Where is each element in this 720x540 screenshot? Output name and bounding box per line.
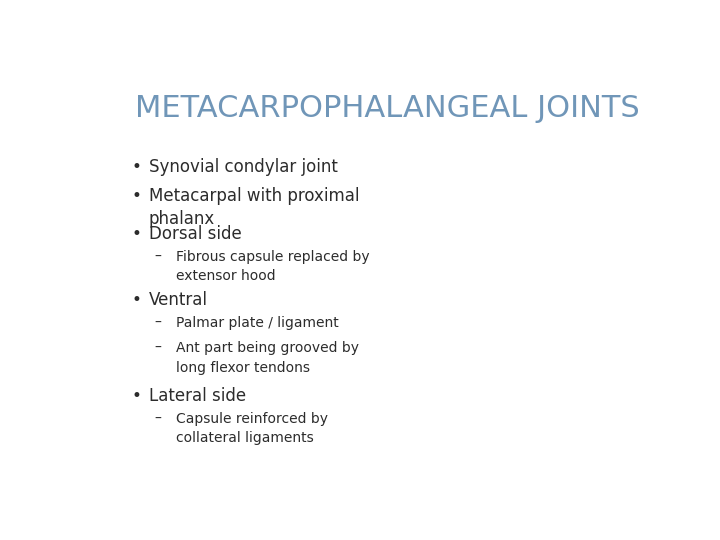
Text: •: • (132, 292, 142, 309)
Text: •: • (132, 387, 142, 405)
Text: –: – (154, 412, 161, 426)
Text: Fibrous capsule replaced by: Fibrous capsule replaced by (176, 250, 370, 264)
Text: Ventral: Ventral (148, 292, 207, 309)
Text: Capsule reinforced by: Capsule reinforced by (176, 412, 328, 426)
Text: •: • (132, 225, 142, 243)
Text: –: – (154, 316, 161, 330)
Text: –: – (154, 341, 161, 355)
Text: Dorsal side: Dorsal side (148, 225, 241, 243)
Text: Lateral side: Lateral side (148, 387, 246, 405)
Text: Ant part being grooved by: Ant part being grooved by (176, 341, 359, 355)
Text: •: • (132, 158, 142, 177)
Text: Palmar plate / ligament: Palmar plate / ligament (176, 316, 339, 330)
Text: Metacarpal with proximal: Metacarpal with proximal (148, 187, 359, 205)
Text: –: – (154, 250, 161, 264)
Text: phalanx: phalanx (148, 211, 215, 228)
Text: extensor hood: extensor hood (176, 269, 276, 284)
Text: long flexor tendons: long flexor tendons (176, 361, 310, 375)
Text: METACARPOPHALANGEAL JOINTS: METACARPOPHALANGEAL JOINTS (135, 94, 639, 123)
Text: Synovial condylar joint: Synovial condylar joint (148, 158, 338, 177)
Text: •: • (132, 187, 142, 205)
Text: collateral ligaments: collateral ligaments (176, 431, 314, 446)
